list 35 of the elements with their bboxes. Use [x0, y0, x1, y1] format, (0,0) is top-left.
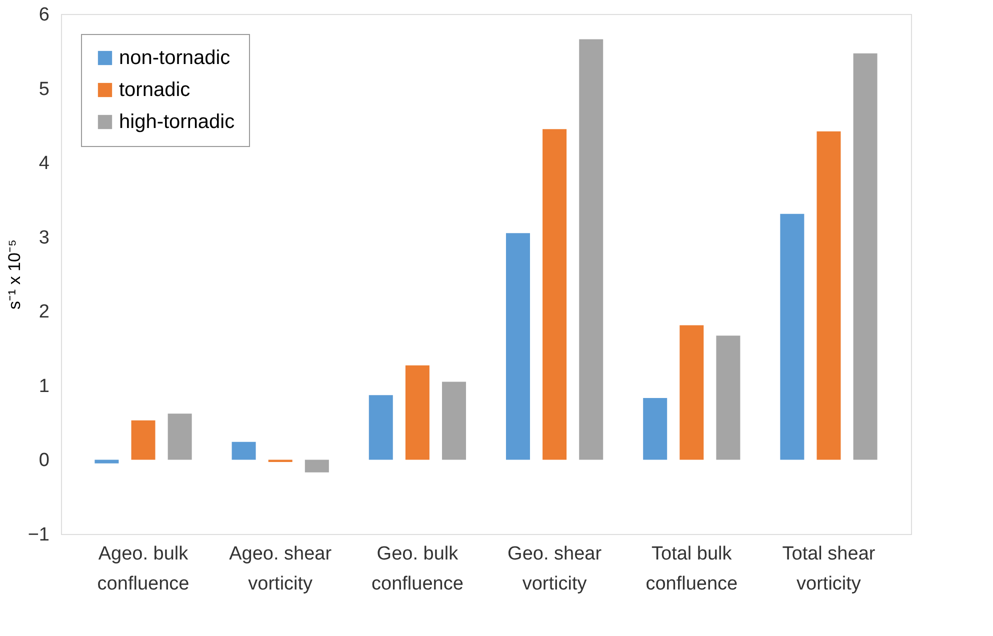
y-tick-label: 6 — [38, 4, 50, 26]
x-tick-label: Geo. shear vorticity — [508, 544, 602, 594]
bar — [716, 336, 740, 460]
bar — [368, 395, 393, 460]
bar — [853, 53, 878, 460]
bar — [579, 39, 604, 460]
y-tick-label: −1 — [28, 524, 50, 546]
bar — [542, 129, 567, 460]
legend-label: tornadic — [119, 79, 190, 101]
bar — [131, 420, 156, 460]
legend-label: non-tornadic — [119, 47, 230, 69]
bar — [780, 214, 804, 460]
legend-label: high-tornadic — [119, 111, 235, 133]
y-tick-label: 0 — [38, 450, 50, 472]
bar — [232, 442, 256, 460]
x-tick-label: Ageo. shear vorticity — [229, 544, 332, 594]
y-axis-title: s⁻¹ x 10⁻⁵ — [4, 239, 24, 310]
bar — [816, 131, 841, 460]
x-tick-label: Geo. bulk confluence — [372, 544, 464, 594]
y-tick-label: 3 — [38, 227, 50, 248]
x-tick-label: Total shear vorticity — [782, 544, 876, 594]
y-tick-label: 1 — [38, 376, 50, 397]
x-tick-label: Total bulk confluence — [646, 544, 738, 594]
bar — [680, 325, 704, 460]
bar — [405, 365, 430, 460]
bar — [506, 233, 530, 460]
bar — [94, 460, 119, 464]
bar — [442, 382, 466, 460]
bar — [168, 414, 192, 460]
y-tick-label: 2 — [38, 302, 50, 323]
bar — [304, 460, 329, 472]
y-tick-label: 5 — [38, 78, 50, 100]
bar — [643, 398, 668, 460]
y-tick-label: 4 — [38, 153, 50, 174]
x-tick-label: Ageo. bulk confluence — [97, 544, 190, 594]
